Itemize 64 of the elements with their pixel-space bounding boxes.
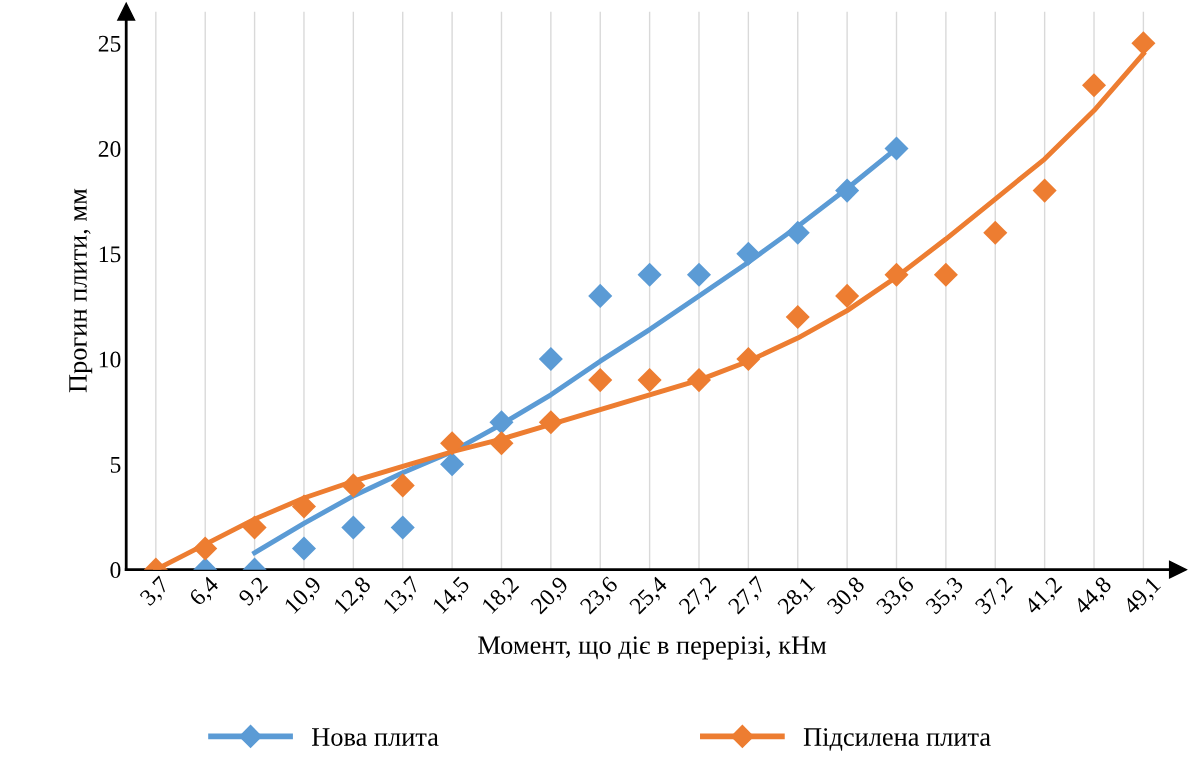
legend-label: Нова плита: [312, 728, 439, 746]
x-tick-label: 27,2: [678, 575, 720, 618]
x-tick-label: 33,6: [875, 575, 918, 618]
x-tick-label: 10,9: [283, 575, 325, 617]
point: [489, 431, 514, 456]
point: [1131, 31, 1156, 56]
point: [686, 262, 712, 287]
point: [736, 347, 761, 372]
x-tick-label: 9,2: [237, 575, 271, 609]
point: [588, 368, 613, 393]
point: [983, 220, 1008, 245]
point: [1081, 73, 1107, 98]
x-tick-label: 14,5: [431, 575, 473, 617]
point: [1032, 178, 1057, 203]
point: [341, 473, 366, 498]
point: [538, 347, 563, 372]
x-tick-label: 37,2: [974, 575, 1016, 618]
point: [242, 515, 267, 540]
x-tick-label: 25,4: [628, 575, 671, 618]
x-axis-title: Момент, що діє в перерізі, кНм: [478, 636, 827, 660]
y-tick-label: 5: [110, 457, 121, 473]
point: [390, 515, 415, 540]
legend-label: Підсилена плита: [803, 728, 991, 751]
point: [193, 536, 218, 561]
point: [341, 515, 366, 540]
x-tick-label: 6,4: [188, 575, 222, 609]
point: [835, 178, 860, 203]
x-tick-label: 18,2: [481, 575, 522, 617]
point: [291, 536, 316, 561]
point: [390, 473, 415, 498]
point: [637, 368, 662, 393]
point: [637, 262, 662, 287]
x-tick-label: 41,2: [1023, 575, 1065, 618]
point: [835, 283, 860, 308]
point: [884, 136, 909, 161]
x-tick-label: 20,9: [529, 575, 572, 618]
x-tick-label: 35,3: [925, 575, 967, 618]
y-tick-label: 0: [110, 562, 121, 579]
point: [291, 494, 316, 519]
point: [785, 220, 810, 245]
point: [440, 452, 465, 477]
point: [933, 262, 958, 287]
x-tick-label: 13,7: [382, 575, 424, 617]
x-tick-label: 30,8: [826, 575, 868, 618]
y-tick-label: 25: [98, 35, 121, 52]
point: [538, 410, 563, 435]
x-tick-label: 27,7: [727, 575, 770, 618]
y-tick-label: 15: [99, 246, 121, 263]
point: [440, 431, 465, 456]
point: [736, 241, 761, 266]
point: [884, 262, 909, 287]
point: [489, 410, 514, 435]
x-tick-label: 28,1: [776, 575, 818, 618]
y-tick-label: 20: [98, 140, 121, 157]
x-tick-label: 3,7: [139, 575, 173, 609]
y-axis-title: Прогин плити, мм: [69, 188, 93, 393]
point: [785, 304, 810, 329]
x-tick-label: 49,1: [1122, 576, 1164, 618]
x-tick-label: 23,6: [579, 575, 621, 618]
point: [588, 283, 613, 308]
y-tick-label: 10: [99, 351, 121, 368]
x-tick-label: 12,8: [333, 575, 374, 617]
point: [686, 368, 712, 393]
x-tick-label: 44,8: [1072, 575, 1115, 618]
